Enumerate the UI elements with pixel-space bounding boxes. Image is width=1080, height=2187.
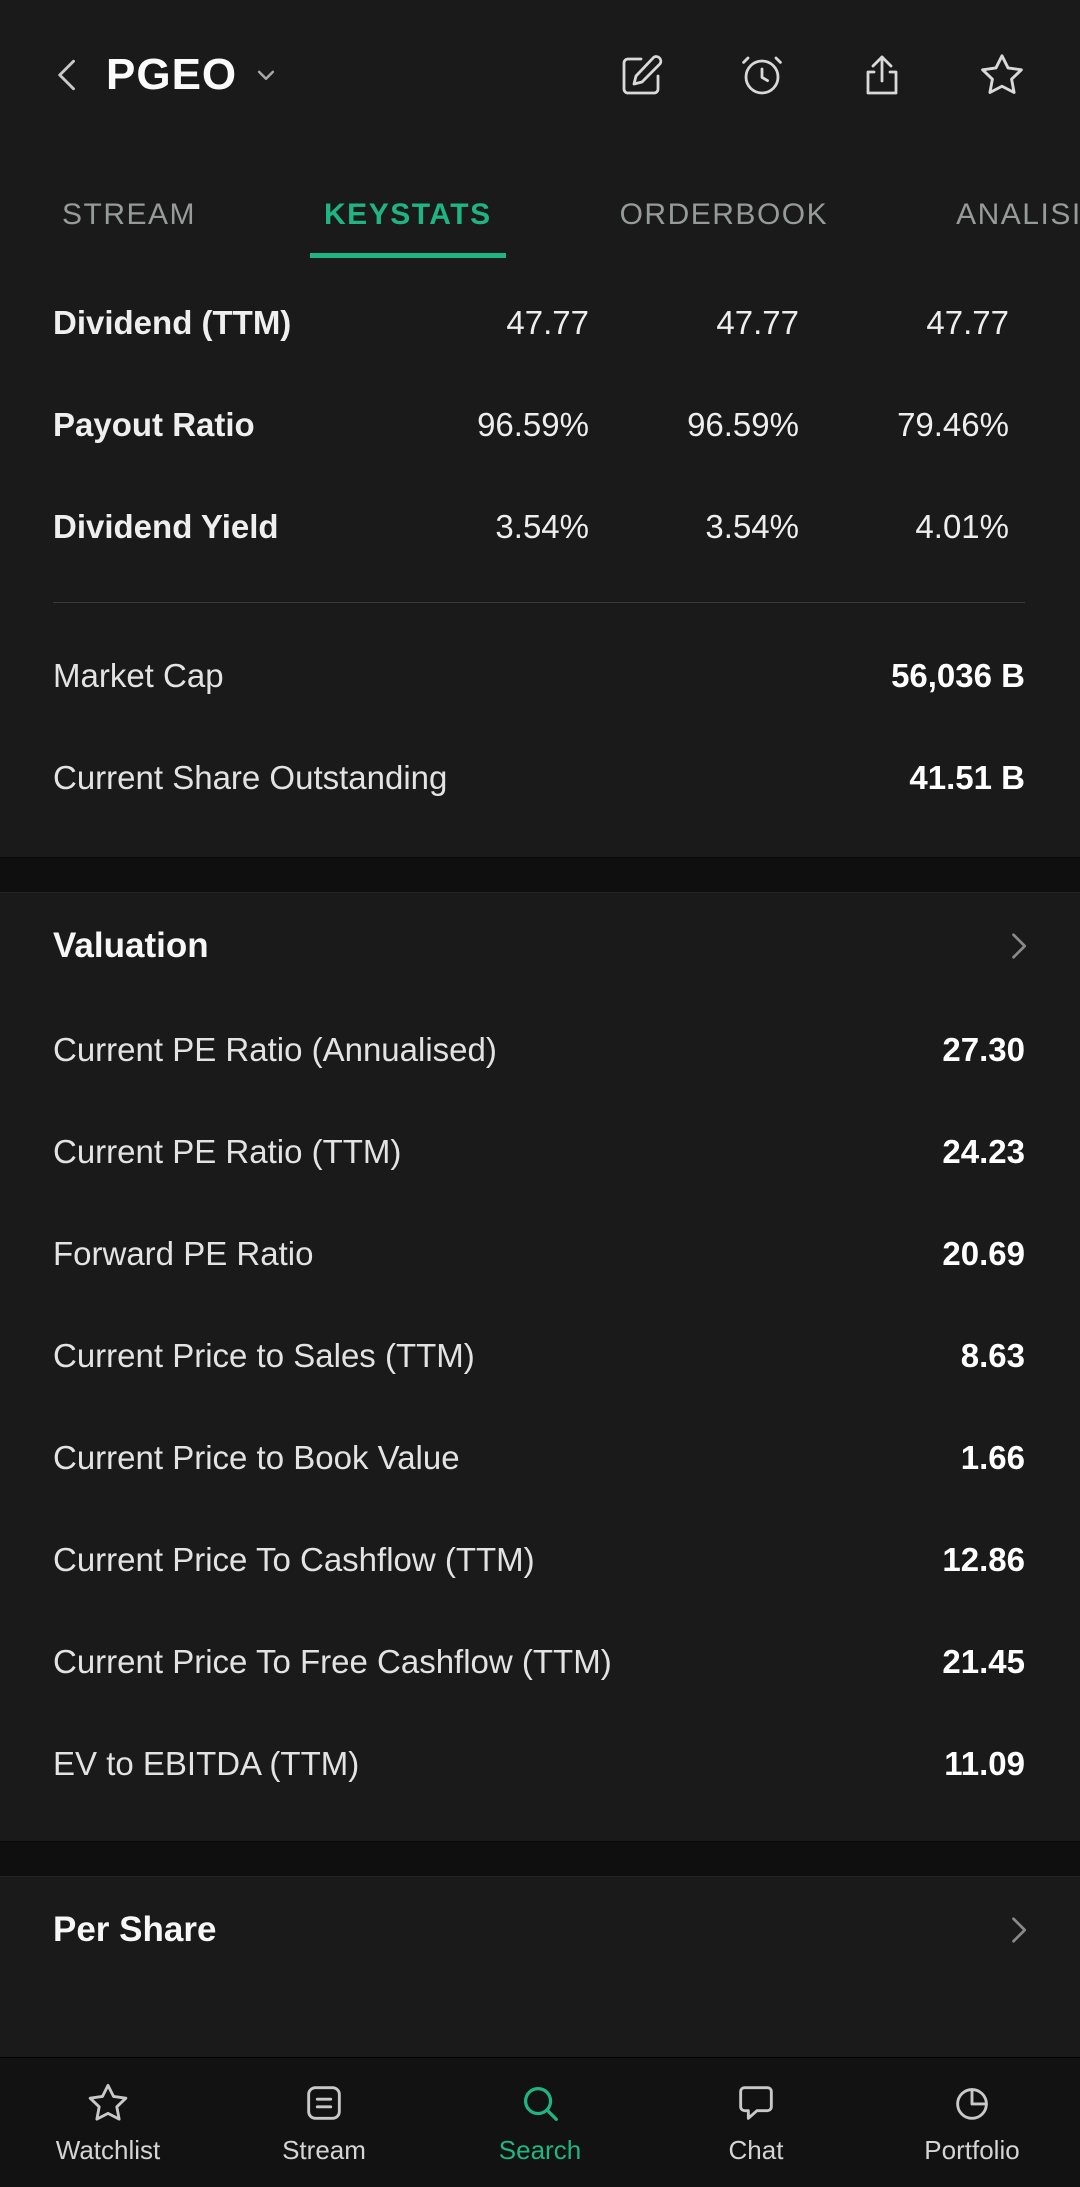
section-separator <box>0 857 1080 893</box>
chevron-right-icon <box>1000 928 1036 964</box>
star-icon <box>85 2080 131 2126</box>
list-item: Market Cap 56,036 B <box>53 625 1025 727</box>
header-actions <box>618 51 1026 99</box>
tab-keystats[interactable]: KEYSTATS <box>310 198 506 258</box>
row-value: 96.59% <box>687 406 799 443</box>
nav-item-label: Watchlist <box>55 2134 161 2165</box>
nav-item-label: Search <box>498 2134 582 2165</box>
valuation-section: Valuation Current PE Ratio (Annualised) … <box>0 893 1080 1841</box>
compose-icon <box>618 51 666 99</box>
row-label: Current Price To Free Cashflow (TTM) <box>53 1643 612 1680</box>
row-value: 56,036 B <box>891 657 1025 694</box>
chevron-down-icon <box>251 60 281 90</box>
list-item: Forward PE Ratio 20.69 <box>53 1203 1025 1305</box>
share-button[interactable] <box>858 51 906 99</box>
dividend-table: Dividend (TTM) 47.77 47.77 47.77 Payout … <box>0 258 1080 578</box>
row-value: 96.59% <box>477 406 589 443</box>
share-icon <box>858 51 906 99</box>
star-icon <box>977 50 1027 100</box>
row-value: 8.63 <box>960 1337 1025 1374</box>
row-value: 3.54% <box>495 508 589 545</box>
row-value: 20.69 <box>942 1235 1025 1272</box>
header: PGEO <box>0 0 1080 150</box>
per-share-section-header[interactable]: Per Share <box>0 1877 1080 1983</box>
row-label: Market Cap <box>53 657 224 694</box>
bottom-nav: Watchlist Stream Search Chat Portfolio <box>0 2057 1080 2187</box>
row-label: Current Price To Cashflow (TTM) <box>53 1541 535 1578</box>
row-label: Forward PE Ratio <box>53 1235 314 1272</box>
list-item: Current PE Ratio (Annualised) 27.30 <box>53 999 1025 1101</box>
row-value: 21.45 <box>942 1643 1025 1680</box>
list-item: EV to EBITDA (TTM) 11.09 <box>53 1713 1025 1815</box>
list-item: Current Price to Book Value 1.66 <box>53 1407 1025 1509</box>
valuation-rows: Current PE Ratio (Annualised) 27.30 Curr… <box>0 999 1080 1841</box>
list-item: Current Share Outstanding 41.51 B <box>53 727 1025 829</box>
nav-item-label: Chat <box>728 2134 784 2165</box>
chevron-left-icon <box>46 53 90 97</box>
row-label: Dividend Yield <box>53 508 279 545</box>
nav-item-label: Portfolio <box>924 2134 1020 2165</box>
row-label: EV to EBITDA (TTM) <box>53 1745 360 1782</box>
valuation-section-header[interactable]: Valuation <box>0 893 1080 999</box>
row-value: 47.77 <box>926 304 1009 341</box>
pie-chart-icon <box>949 2080 995 2126</box>
row-value: 4.01% <box>915 508 1009 545</box>
compose-button[interactable] <box>618 51 666 99</box>
divider <box>53 602 1025 603</box>
nav-item-portfolio[interactable]: Portfolio <box>864 2058 1080 2187</box>
nav-item-stream[interactable]: Stream <box>216 2058 432 2187</box>
tab-analisis[interactable]: ANALISIS <box>956 198 1080 231</box>
row-value: 41.51 B <box>909 759 1025 796</box>
back-button[interactable] <box>36 43 100 107</box>
symbol-selector[interactable]: PGEO <box>106 50 281 100</box>
row-value: 11.09 <box>944 1745 1025 1782</box>
row-value: 47.77 <box>716 304 799 341</box>
per-share-section: Per Share <box>0 1877 1080 2023</box>
section-title: Per Share <box>53 1910 217 1949</box>
row-label: Current Price to Sales (TTM) <box>53 1337 475 1374</box>
row-value: 3.54% <box>705 508 799 545</box>
favorite-button[interactable] <box>978 51 1026 99</box>
list-item: Current Price to Sales (TTM) 8.63 <box>53 1305 1025 1407</box>
nav-item-search[interactable]: Search <box>432 2058 648 2187</box>
summary-section: Market Cap 56,036 B Current Share Outsta… <box>0 603 1080 857</box>
row-value: 47.77 <box>506 304 589 341</box>
section-title: Valuation <box>53 926 209 965</box>
tab-bar: STREAM KEYSTATS ORDERBOOK ANALISIS <box>0 150 1080 258</box>
list-item: Current Price To Cashflow (TTM) 12.86 <box>53 1509 1025 1611</box>
row-value: 24.23 <box>942 1133 1025 1170</box>
alarm-icon <box>738 51 786 99</box>
list-item: Current PE Ratio (TTM) 24.23 <box>53 1101 1025 1203</box>
row-value: 1.66 <box>960 1439 1025 1476</box>
row-label: Current PE Ratio (Annualised) <box>53 1031 497 1068</box>
row-label: Dividend (TTM) <box>53 304 292 341</box>
stream-icon <box>301 2080 347 2126</box>
row-value: 12.86 <box>942 1541 1025 1578</box>
table-row: Dividend (TTM) 47.77 47.77 47.77 <box>53 272 1009 374</box>
row-label: Current PE Ratio (TTM) <box>53 1133 402 1170</box>
chat-icon <box>733 2080 779 2126</box>
alarm-button[interactable] <box>738 51 786 99</box>
table-row: Payout Ratio 96.59% 96.59% 79.46% <box>53 374 1009 476</box>
tab-orderbook[interactable]: ORDERBOOK <box>619 198 829 231</box>
search-icon <box>517 2080 563 2126</box>
list-item: Current Price To Free Cashflow (TTM) 21.… <box>53 1611 1025 1713</box>
nav-item-chat[interactable]: Chat <box>648 2058 864 2187</box>
row-label: Current Share Outstanding <box>53 759 448 796</box>
nav-item-watchlist[interactable]: Watchlist <box>0 2058 216 2187</box>
table-row: Dividend Yield 3.54% 3.54% 4.01% <box>53 476 1009 578</box>
symbol-title: PGEO <box>106 50 238 99</box>
row-value: 27.30 <box>942 1031 1025 1068</box>
row-label: Payout Ratio <box>53 406 255 443</box>
nav-item-label: Stream <box>282 2134 366 2165</box>
chevron-right-icon <box>1000 1912 1036 1948</box>
row-label: Current Price to Book Value <box>53 1439 460 1476</box>
tab-stream[interactable]: STREAM <box>62 198 197 231</box>
section-separator <box>0 1841 1080 1877</box>
row-value: 79.46% <box>897 406 1009 443</box>
